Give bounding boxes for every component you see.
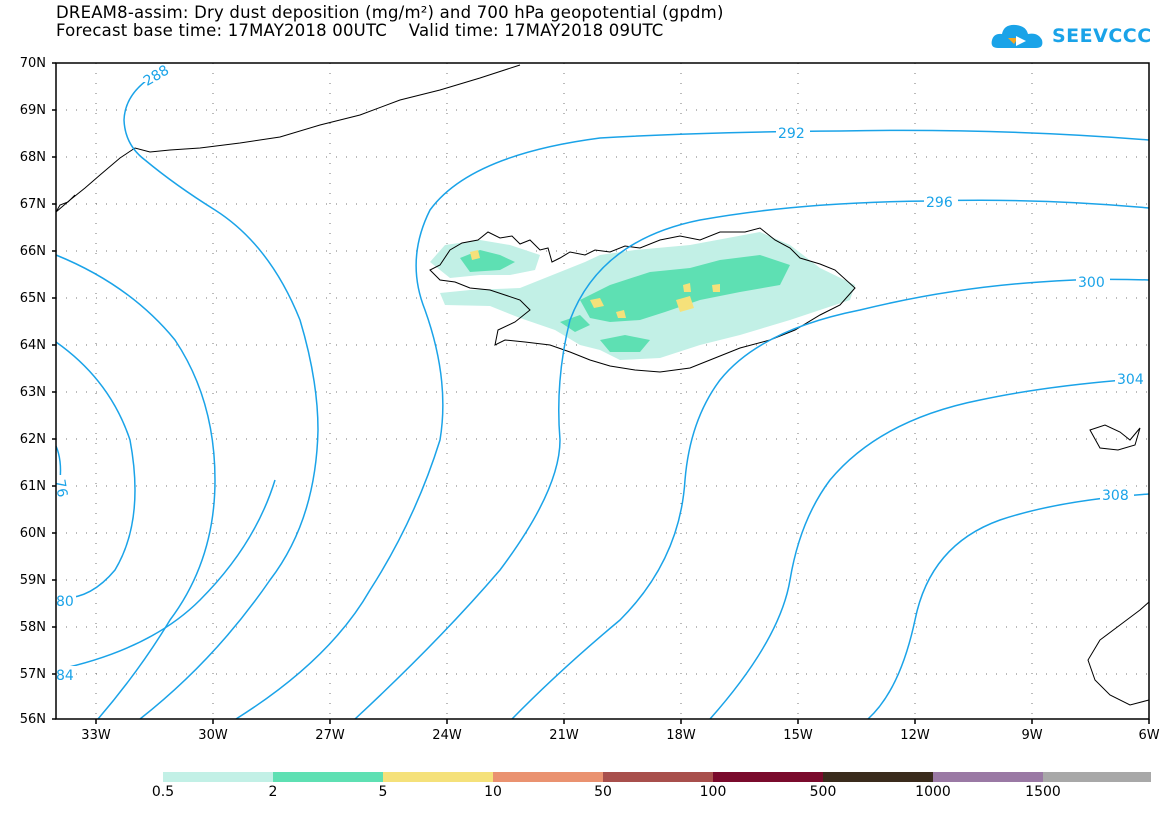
- lat-label: 56N: [19, 712, 46, 727]
- logo-text: SEEVCCC: [1052, 25, 1152, 47]
- contour-label-284: 84: [56, 668, 74, 684]
- colorbar: [163, 772, 1151, 782]
- lat-label: 59N: [19, 573, 46, 588]
- cloud-icon: [991, 24, 1043, 48]
- map-frame: [55, 62, 1150, 720]
- colorbar-label: 500: [809, 784, 837, 800]
- lon-label: 33W: [81, 728, 111, 743]
- lon-label: 9W: [1021, 728, 1043, 743]
- lat-label: 60N: [19, 526, 46, 541]
- lat-label: 58N: [19, 620, 46, 635]
- colorbar-label: 0.5: [151, 784, 175, 800]
- lon-label: 27W: [315, 728, 345, 743]
- contour-label-276: 76: [51, 478, 70, 498]
- lon-label: 30W: [198, 728, 228, 743]
- colorbar-swatch: [493, 772, 603, 782]
- seevccc-logo: [991, 24, 1043, 48]
- colorbar-swatch: [383, 772, 493, 782]
- colorbar-swatch: [163, 772, 273, 782]
- colorbar-swatch: [603, 772, 713, 782]
- lat-label: 65N: [19, 291, 46, 306]
- map-title: DREAM8-assim: Dry dust deposition (mg/m²…: [56, 3, 724, 22]
- lat-label: 68N: [19, 150, 46, 165]
- lat-label: 62N: [19, 432, 46, 447]
- map-subtitle: Forecast base time: 17MAY2018 00UTC Vali…: [56, 21, 664, 40]
- lat-label: 70N: [19, 56, 46, 71]
- lon-label: 18W: [666, 728, 696, 743]
- colorbar-swatch: [823, 772, 933, 782]
- colorbar-label: 10: [484, 784, 502, 800]
- lat-label: 64N: [19, 338, 46, 353]
- contour-label-304: 304: [1117, 372, 1144, 388]
- lon-label: 12W: [900, 728, 930, 743]
- colorbar-label: 100: [699, 784, 727, 800]
- axis-ticks: [52, 62, 1150, 724]
- dust-deposition-shading: [430, 232, 855, 360]
- lat-label: 57N: [19, 667, 46, 682]
- lat-label: 63N: [19, 385, 46, 400]
- geopotential-contours: [55, 77, 1150, 720]
- colorbar-label: 1500: [1025, 784, 1061, 800]
- coastlines: [55, 64, 1150, 706]
- colorbar-swatch: [1043, 772, 1151, 782]
- contour-label-280: 80: [56, 594, 74, 610]
- contour-labels: 288 292 296 300 304 308 76 80 84: [51, 62, 1149, 684]
- lon-label: 6W: [1138, 728, 1160, 743]
- contour-label-300: 300: [1078, 275, 1105, 291]
- colorbar-label: 1000: [915, 784, 951, 800]
- graticule: [56, 63, 1149, 719]
- lon-label: 15W: [783, 728, 813, 743]
- colorbar-swatch: [933, 772, 1043, 782]
- contour-label-308: 308: [1102, 488, 1129, 504]
- contour-label-292: 292: [778, 126, 805, 142]
- lat-label: 69N: [19, 103, 46, 118]
- colorbar-label: 50: [594, 784, 612, 800]
- lat-label: 66N: [19, 244, 46, 259]
- colorbar-swatch: [713, 772, 823, 782]
- lon-label: 24W: [432, 728, 462, 743]
- colorbar-label: 5: [378, 784, 388, 800]
- colorbar-label: 2: [268, 784, 278, 800]
- contour-label-296: 296: [926, 195, 953, 211]
- lon-label: 21W: [549, 728, 579, 743]
- lat-label: 61N: [19, 479, 46, 494]
- colorbar-swatch: [273, 772, 383, 782]
- lat-label: 67N: [19, 197, 46, 212]
